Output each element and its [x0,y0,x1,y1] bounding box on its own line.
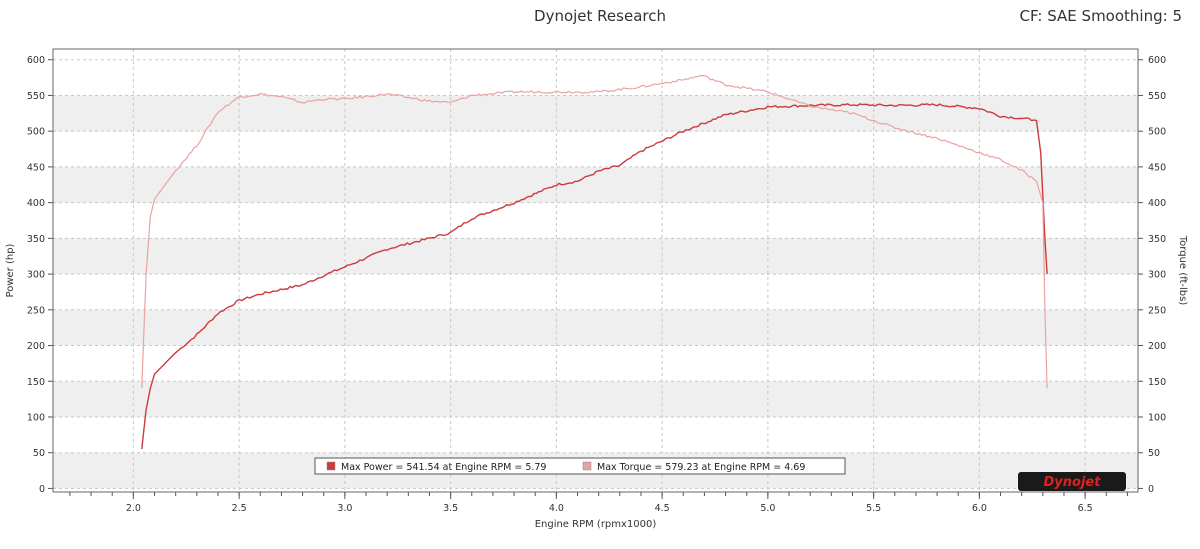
x-tick-label: 3.0 [337,503,352,514]
y-tick-label-right: 300 [1148,270,1166,281]
legend-box [314,457,846,475]
y-axis-label-right: Torque (ft-lbs) [1177,235,1188,306]
legend-entry: Max Power = 541.54 at Engine RPM = 5.79 [341,462,546,473]
y-tick-label-left: 50 [33,448,45,459]
y-tick-label-right: 50 [1148,448,1160,459]
y-tick-label-right: 200 [1148,341,1166,352]
x-axis-label: Engine RPM (rpmx1000) [535,519,657,530]
x-tick-label: 2.0 [126,503,141,514]
series-line-power [141,103,1048,450]
x-tick-label: 4.0 [549,503,564,514]
y-tick-label-left: 400 [27,198,45,209]
grid-band [53,381,1138,417]
chart-title: Dynojet Research [534,7,666,25]
y-tick-label-right: 150 [1148,377,1166,388]
y-tick-label-left: 150 [27,377,45,388]
y-tick-label-right: 350 [1148,234,1166,245]
x-tick-label: 6.5 [1078,503,1093,514]
y-tick-label-right: 600 [1148,55,1166,66]
y-tick-label-left: 500 [27,127,45,138]
y-axis-label-left: Power (hp) [5,243,16,297]
y-tick-label-right: 450 [1148,162,1166,173]
grid-band [53,95,1138,132]
y-tick-label-left: 450 [27,162,45,173]
legend-swatch [326,461,336,471]
y-tick-label-left: 600 [27,55,45,66]
y-tick-label-right: 400 [1148,198,1166,209]
x-tick-label: 5.0 [760,503,775,514]
grid-band [53,238,1138,275]
x-tick-label: 2.5 [232,503,247,514]
x-tick-label: 5.5 [866,503,881,514]
y-tick-label-right: 250 [1148,305,1166,316]
y-tick-label-left: 0 [39,484,45,495]
x-tick-label: 6.0 [972,503,987,514]
y-tick-label-left: 250 [27,305,45,316]
plot-frame [52,48,1139,493]
y-tick-label-right: 500 [1148,127,1166,138]
dynojet-logo: Dynojet [1018,472,1126,491]
legend-swatch [582,461,592,471]
y-tick-label-right: 550 [1148,91,1166,102]
legend-entry: Max Torque = 579.23 at Engine RPM = 4.69 [597,462,805,473]
y-tick-label-left: 350 [27,234,45,245]
y-tick-label-left: 300 [27,270,45,281]
x-tick-label: 3.5 [443,503,458,514]
logo-text: Dynojet [1044,475,1102,490]
y-tick-label-right: 0 [1148,484,1154,495]
y-tick-label-right: 100 [1148,412,1166,423]
grid-band [53,309,1138,346]
y-tick-label-left: 200 [27,341,45,352]
correction-info: CF: SAE Smoothing: 5 [1019,7,1182,25]
y-tick-label-left: 550 [27,91,45,102]
logo-plate [1018,472,1126,491]
series-line-torque [141,74,1048,389]
x-tick-label: 4.5 [655,503,670,514]
y-tick-label-left: 100 [27,412,45,423]
legend: Max Power = 541.54 at Engine RPM = 5.79 M… [314,457,846,475]
